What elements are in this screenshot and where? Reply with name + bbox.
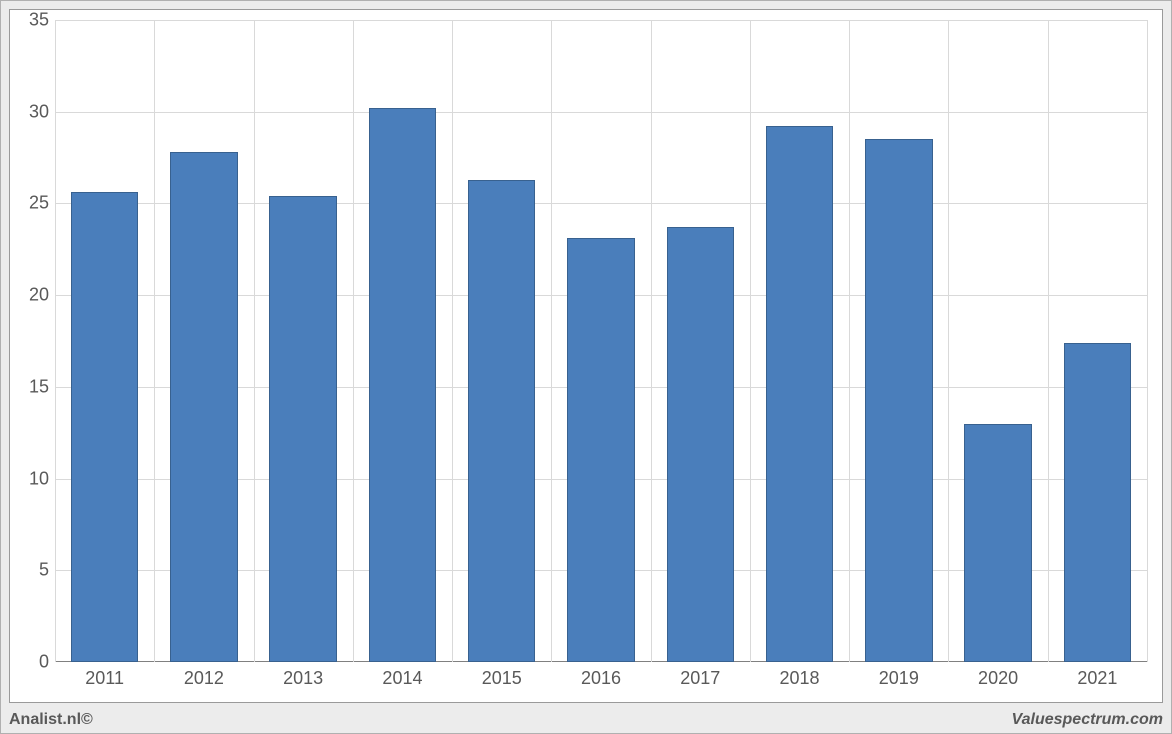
x-tick-label: 2013	[283, 668, 323, 689]
bar	[567, 238, 635, 662]
gridline-v	[1147, 20, 1148, 662]
bar	[964, 424, 1032, 662]
y-tick-label: 30	[19, 101, 49, 122]
y-tick-label: 15	[19, 376, 49, 397]
bar	[269, 196, 337, 662]
x-tick-label: 2020	[978, 668, 1018, 689]
gridline-v	[849, 20, 850, 662]
x-tick-label: 2016	[581, 668, 621, 689]
bar	[865, 139, 933, 662]
bar	[766, 126, 834, 662]
y-tick-label: 25	[19, 193, 49, 214]
gridline-v	[55, 20, 56, 662]
gridline-v	[551, 20, 552, 662]
x-tick-label: 2011	[85, 668, 124, 689]
y-tick-label: 10	[19, 468, 49, 489]
x-tick-label: 2021	[1077, 668, 1117, 689]
gridline-v	[452, 20, 453, 662]
y-tick-label: 5	[19, 560, 49, 581]
plot-frame: 0 5 10 15 20 25 30 35 2011 2012 2013 2014 2015 2016 20…	[9, 9, 1163, 703]
plot-area: 0510152025303520112012201320142015201620…	[55, 20, 1147, 662]
y-tick-label: 35	[19, 10, 49, 31]
bar	[170, 152, 238, 662]
gridline-h	[55, 112, 1147, 113]
footer-right-credit: Valuespectrum.com	[1012, 711, 1163, 729]
gridline-v	[154, 20, 155, 662]
bar	[667, 227, 735, 662]
gridline-v	[353, 20, 354, 662]
gridline-v	[254, 20, 255, 662]
bar	[369, 108, 437, 662]
y-tick-label: 0	[19, 652, 49, 673]
gridline-v	[948, 20, 949, 662]
x-tick-label: 2018	[780, 668, 820, 689]
bar	[1064, 343, 1132, 662]
chart-outer-frame: 0 5 10 15 20 25 30 35 2011 2012 2013 2014 2015 2016 20…	[0, 0, 1172, 734]
footer-left-credit: Analist.nl©	[9, 711, 93, 729]
x-tick-label: 2015	[482, 668, 522, 689]
gridline-v	[651, 20, 652, 662]
gridline-h	[55, 20, 1147, 21]
y-tick-label: 20	[19, 285, 49, 306]
x-tick-label: 2012	[184, 668, 224, 689]
x-tick-label: 2017	[680, 668, 720, 689]
bar	[468, 180, 536, 662]
gridline-v	[1048, 20, 1049, 662]
bar	[71, 192, 139, 662]
x-tick-label: 2014	[382, 668, 422, 689]
gridline-v	[750, 20, 751, 662]
x-tick-label: 2019	[879, 668, 919, 689]
